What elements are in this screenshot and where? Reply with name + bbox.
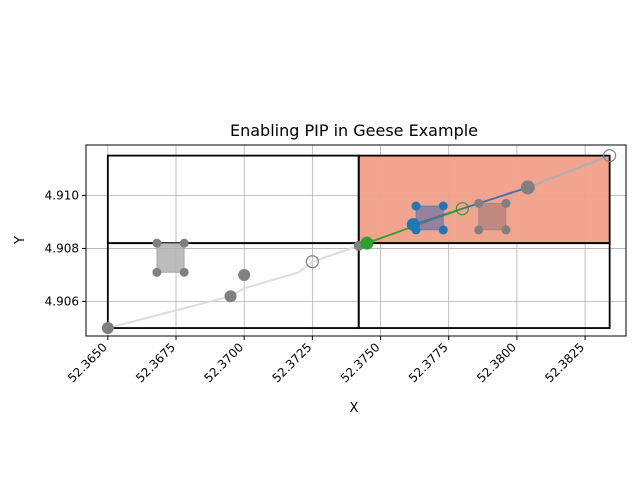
trail-path (107, 242, 368, 330)
grid-cell-outline (106, 242, 360, 329)
x-tick-label: 52.3700 (201, 340, 246, 385)
green-point (360, 236, 374, 250)
pip-corner-marker (152, 238, 162, 248)
pip-corner-marker (474, 225, 484, 235)
grid-cell-outline (106, 154, 360, 245)
pip-corner-marker (501, 225, 511, 235)
pip-corner-marker (501, 198, 511, 208)
x-tick-label: 52.3800 (474, 340, 519, 385)
x-tick-label: 52.3775 (406, 340, 451, 385)
highlighted-cell (358, 155, 610, 244)
y-tick-label: 4.906 (45, 295, 79, 309)
x-axis-label: X (350, 401, 359, 416)
pip-corner-marker (438, 225, 448, 235)
pip-box-gray (156, 242, 185, 273)
gray-point (238, 268, 251, 281)
blue-point (406, 218, 420, 232)
hollow-point (603, 149, 617, 163)
hollow-point (305, 255, 319, 269)
pip-corner-marker (438, 201, 448, 211)
axes-frame (85, 144, 627, 337)
gray-point (520, 180, 535, 195)
grid-cell-outline (357, 242, 611, 329)
hollow-point (455, 202, 469, 216)
pip-corner-marker (179, 238, 189, 248)
pip-box-blue (415, 205, 444, 231)
pip-corner-marker (411, 201, 421, 211)
pip-corner-marker (179, 267, 189, 277)
y-tick-label: 4.910 (45, 188, 79, 202)
pip-corner-marker (474, 198, 484, 208)
x-tick-label: 52.3750 (338, 340, 383, 385)
chart-title: Enabling PIP in Geese Example (230, 121, 478, 140)
x-tick-label: 52.3650 (65, 340, 110, 385)
y-axis-label: Y (13, 236, 28, 245)
gray-point (101, 322, 114, 335)
x-tick-label: 52.3825 (542, 340, 587, 385)
x-tick-label: 52.3675 (133, 340, 178, 385)
plot-area (82, 144, 627, 340)
pip-corner-marker (152, 267, 162, 277)
x-tick-label: 52.3725 (269, 340, 314, 385)
pip-box-gray-red (478, 202, 507, 231)
recent-trail-path (527, 154, 610, 189)
grid-cell-outline (357, 154, 611, 245)
gray-point (224, 290, 237, 303)
y-tick-label: 4.908 (45, 241, 79, 255)
